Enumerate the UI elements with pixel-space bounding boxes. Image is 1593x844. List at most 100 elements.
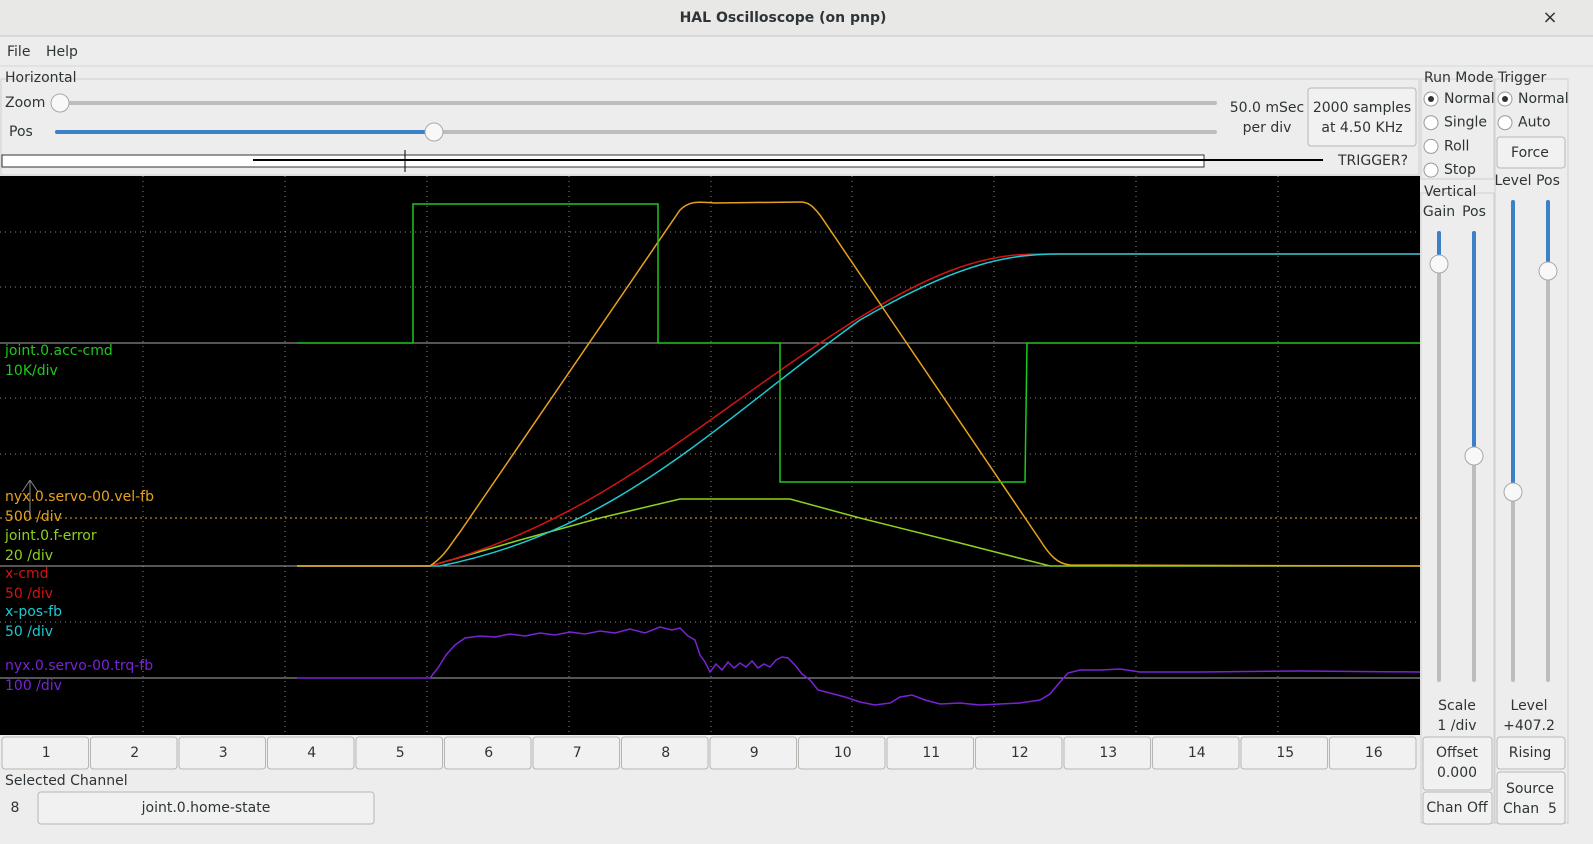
channel-button[interactable] <box>1240 736 1328 770</box>
rate-unit: per div <box>1243 120 1292 136</box>
channel-label: 16 <box>1365 745 1383 761</box>
trace-scale: 20 /div <box>5 548 53 564</box>
trace-name: x-cmd <box>5 566 49 582</box>
group-label: Horizontal <box>5 70 76 86</box>
scope: joint.0.acc-cmd 10K/div nyx.0.servo-00.vel… <box>0 176 1421 735</box>
channel-label: 1 <box>42 745 51 761</box>
trace-name: nyx.0.servo-00.trq-fb <box>5 658 153 674</box>
offset-value: 0.000 <box>1437 765 1477 781</box>
trace-scale: 50 /div <box>5 586 53 602</box>
pos-knob[interactable] <box>424 122 444 142</box>
channel-button[interactable] <box>532 736 620 770</box>
trace-scale: 500 /div <box>5 509 62 525</box>
sample-rate: at 4.50 KHz <box>1321 120 1402 136</box>
radio-label: Normal <box>1444 91 1495 107</box>
slider-label: Pos <box>1536 173 1560 189</box>
channel-button[interactable] <box>1 736 89 770</box>
selected-number: 8 <box>11 800 20 816</box>
slider-label: Level <box>1495 173 1532 189</box>
channel-label: 5 <box>396 745 405 761</box>
channel-button[interactable] <box>444 736 532 770</box>
group-label: Selected Channel <box>5 773 128 789</box>
channel-label: 14 <box>1188 745 1206 761</box>
channel-button[interactable] <box>798 736 886 770</box>
channel-name-button[interactable] <box>37 791 375 825</box>
radio[interactable] <box>1423 162 1439 178</box>
source-button[interactable] <box>1496 771 1566 825</box>
channel-button[interactable] <box>975 736 1063 770</box>
radio[interactable] <box>1497 115 1513 131</box>
radio-dot <box>1428 96 1434 102</box>
channel-label: 2 <box>130 745 139 761</box>
level-value: +407.2 <box>1503 718 1555 734</box>
vpos-knob[interactable] <box>1464 446 1484 466</box>
edge: Rising <box>1509 745 1552 761</box>
source-chan: Chan 5 <box>1503 801 1557 817</box>
force: Force <box>1511 145 1549 161</box>
tpos-knob[interactable] <box>1538 261 1558 281</box>
trace-name: joint.0.f-error <box>4 528 97 544</box>
samples-button[interactable] <box>1307 87 1417 147</box>
channel-label: 12 <box>1011 745 1029 761</box>
close-button[interactable]: × <box>1542 7 1557 28</box>
channel-button[interactable] <box>178 736 266 770</box>
source-label: Source <box>1506 781 1554 797</box>
channel-label: 8 <box>661 745 670 761</box>
channel-label: 7 <box>573 745 582 761</box>
level-label: Level <box>1511 698 1548 714</box>
scale-value: 1 /div <box>1437 718 1476 734</box>
zoom-knob[interactable] <box>50 93 70 113</box>
radio-label: Normal <box>1518 91 1569 107</box>
rate: 50.0 mSec <box>1230 100 1304 116</box>
menu-item[interactable]: Help <box>46 44 78 60</box>
group-label: Vertical <box>1424 184 1476 200</box>
radio-label: Single <box>1444 115 1487 131</box>
channel-button[interactable] <box>621 736 709 770</box>
radio-label: Stop <box>1444 162 1476 178</box>
radio-label: Auto <box>1518 115 1551 131</box>
channel-button[interactable] <box>90 736 178 770</box>
slider-label: Zoom <box>5 95 45 111</box>
group-label: Run Mode <box>1424 70 1493 86</box>
horizontal-frame <box>0 78 1420 176</box>
radio-label: Roll <box>1444 138 1469 154</box>
slider-label: Gain <box>1423 204 1455 220</box>
trace-scale: 10K/div <box>5 363 58 379</box>
title-bar <box>0 0 1593 36</box>
channel-button[interactable] <box>1152 736 1240 770</box>
channel-button[interactable] <box>1329 736 1417 770</box>
scale-label: Scale <box>1438 698 1476 714</box>
channel-label: 10 <box>834 745 852 761</box>
channel-button[interactable] <box>1063 736 1151 770</box>
force-button[interactable] <box>1496 136 1566 169</box>
trace-scale: 50 /div <box>5 624 53 640</box>
level-knob[interactable] <box>1503 482 1523 502</box>
trace-name: nyx.0.servo-00.vel-fb <box>5 489 154 505</box>
menu-item[interactable]: File <box>7 44 30 60</box>
channel-button[interactable] <box>267 736 355 770</box>
offset-label: Offset <box>1436 745 1479 761</box>
channel-label: 13 <box>1099 745 1117 761</box>
trace-name: joint.0.acc-cmd <box>4 343 113 359</box>
channel-label: 3 <box>219 745 228 761</box>
channel-button[interactable] <box>355 736 443 770</box>
channel-button[interactable] <box>886 736 974 770</box>
trace-scale: 100 /div <box>5 678 62 694</box>
gain-knob[interactable] <box>1429 254 1449 274</box>
window-title: HAL Oscilloscope (on pnp) <box>680 10 887 26</box>
offset-button[interactable] <box>1422 736 1493 791</box>
channel-button[interactable] <box>709 736 797 770</box>
trigger-status: TRIGGER? <box>1337 153 1408 169</box>
selected-name: joint.0.home-state <box>141 800 271 816</box>
slider-label: Pos <box>9 124 33 140</box>
channel-label: 11 <box>922 745 940 761</box>
edge-button[interactable] <box>1496 736 1566 770</box>
channel-label: 6 <box>484 745 493 761</box>
group-label: Trigger <box>1497 70 1547 86</box>
chan-off-button[interactable] <box>1422 791 1493 825</box>
chan-off: Chan Off <box>1426 800 1488 816</box>
radio[interactable] <box>1423 138 1439 154</box>
radio[interactable] <box>1423 115 1439 131</box>
